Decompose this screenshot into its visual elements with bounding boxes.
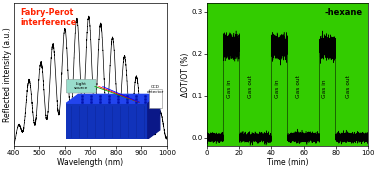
X-axis label: Time (min): Time (min) (267, 158, 308, 167)
Text: Fabry-Perot
interference: Fabry-Perot interference (20, 8, 76, 27)
Text: Gas in: Gas in (227, 79, 232, 98)
Text: Gas out: Gas out (248, 75, 253, 98)
Text: Gas out: Gas out (346, 75, 351, 98)
X-axis label: Wavelength (nm): Wavelength (nm) (57, 158, 123, 167)
Text: Gas out: Gas out (296, 75, 301, 98)
Text: Gas in: Gas in (275, 79, 280, 98)
Text: Gas in: Gas in (322, 79, 327, 98)
Y-axis label: Reflected intensity (a.u.): Reflected intensity (a.u.) (3, 27, 12, 122)
Text: -hexane: -hexane (325, 8, 363, 17)
Y-axis label: ΔOT/OT (%): ΔOT/OT (%) (181, 53, 191, 97)
